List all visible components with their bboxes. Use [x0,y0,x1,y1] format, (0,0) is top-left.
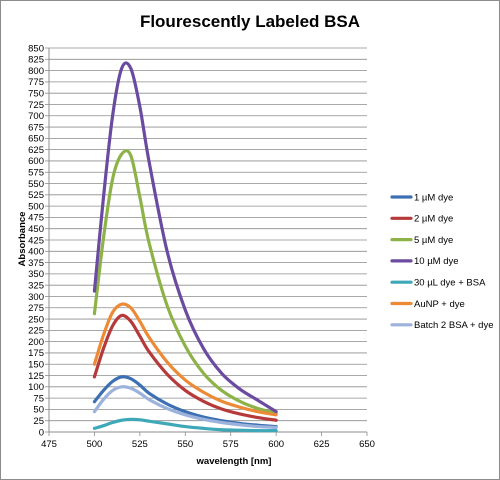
x-tick-label: 475 [41,439,57,450]
y-tick-label: 600 [28,156,44,167]
series-line-7 [92,385,278,430]
x-tick-label: 500 [86,439,102,450]
y-tick-label: 125 [28,371,44,382]
x-axis-label: wavelength [nm] [196,456,272,467]
y-tick-label: 175 [28,348,44,359]
series-line-2 [92,313,278,422]
y-tick-label: 375 [28,258,44,269]
y-tick-label: 625 [28,145,44,156]
y-tick-label: 750 [28,88,44,99]
y-tick-label: 475 [28,213,44,224]
y-tick-label: 325 [28,280,44,291]
y-tick-label: 500 [28,201,44,212]
y-tick-label: 250 [28,314,44,325]
series-line-6 [92,302,278,417]
legend-label: 30 µL dye + BSA [414,278,486,289]
y-tick-label: 225 [28,326,44,337]
legend-label: Batch 2 BSA + dye [414,320,493,331]
y-tick-label: 50 [33,405,44,416]
y-tick-label: 550 [28,179,44,190]
y-tick-label: 350 [28,269,44,280]
chart-title: Flourescently Labeled BSA [139,12,361,31]
y-tick-label: 675 [28,122,44,133]
legend-label: 10 µM dye [414,256,459,267]
y-tick-label: 700 [28,111,44,122]
y-tick-label: 725 [28,100,44,111]
y-tick-label: 800 [28,66,44,77]
series-lines [92,61,278,433]
x-tick-label: 525 [132,439,148,450]
legend-label: 5 µM dye [414,235,453,246]
x-tick-label: 600 [268,439,284,450]
x-tick-label: 625 [314,439,330,450]
y-tick-label: 100 [28,382,44,393]
series-line-4 [92,61,278,414]
legend-label: AuNP + dye [414,299,465,310]
y-tick-label: 775 [28,77,44,88]
y-tick-label: 850 [28,43,44,54]
y-tick-label: 525 [28,190,44,201]
y-tick-labels: 0255075100125150175200225250275300325350… [28,43,44,438]
y-tick-label: 825 [28,55,44,66]
y-tick-label: 300 [28,292,44,303]
legend-label: 1 µM dye [414,192,453,203]
y-tick-label: 450 [28,224,44,235]
x-tick-labels: 475 500 525 550 575 600 625 650 [41,439,375,450]
y-tick-label: 275 [28,303,44,314]
y-tick-label: 400 [28,247,44,258]
series-line-3 [92,149,278,415]
y-tick-label: 25 [33,416,44,427]
legend-label: 2 µM dye [414,214,453,225]
y-tick-label: 650 [28,134,44,145]
x-tick-label: 650 [359,439,375,450]
x-tick-label: 575 [223,439,239,450]
y-tick-label: 425 [28,235,44,246]
y-tick-label: 0 [39,427,44,438]
axes [45,47,368,436]
legend: 1 µM dye 2 µM dye 5 µM dye 10 µM dye 30 µL d… [390,192,493,331]
y-tick-label: 150 [28,360,44,371]
y-tick-label: 75 [33,393,44,404]
x-tick-label: 550 [177,439,193,450]
y-tick-label: 200 [28,337,44,348]
y-tick-label: 575 [28,168,44,179]
y-axis-label: Absorbance [17,212,28,267]
series-line-5 [92,417,278,433]
